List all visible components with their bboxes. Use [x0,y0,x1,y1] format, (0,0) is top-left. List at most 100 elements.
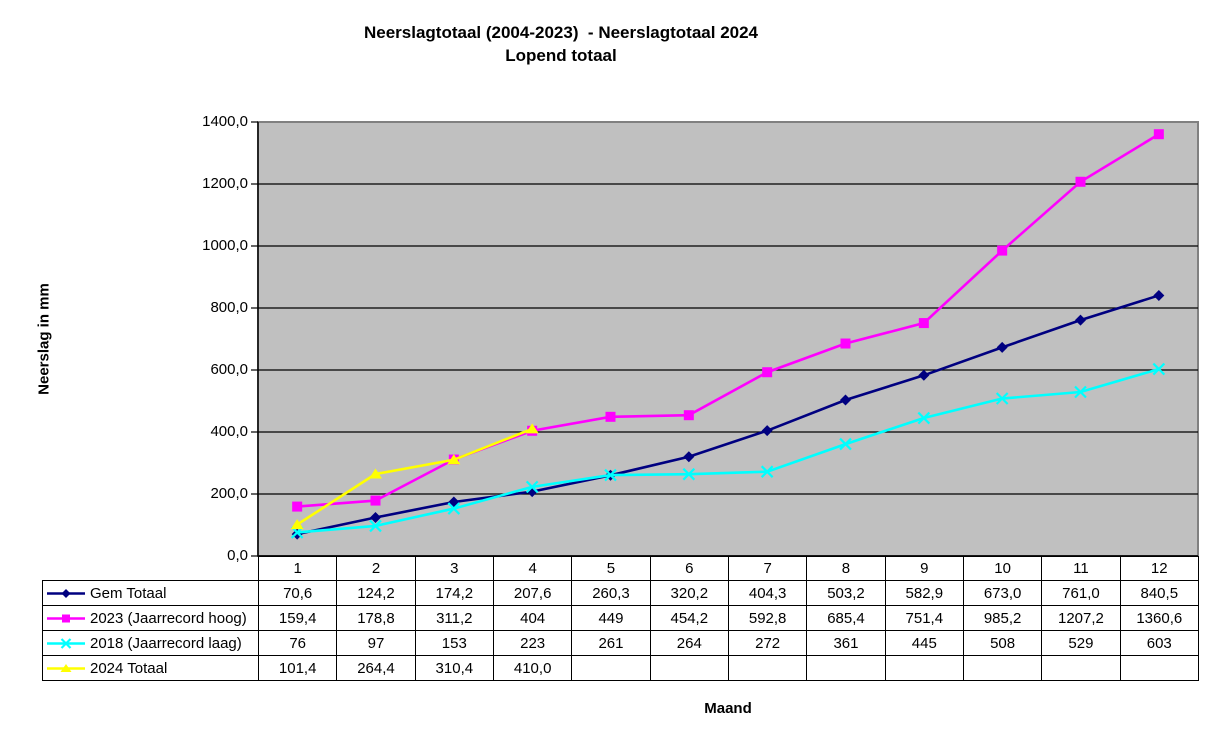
value-cell: 1207,2 [1041,605,1121,631]
value-cell: 97 [336,630,416,656]
month-cell: 9 [884,556,964,581]
triangle-marker-icon [60,663,72,672]
diamond-marker-icon [370,511,381,523]
x-marker-icon [1074,385,1087,399]
series-label: 2018 (Jaarrecord laag) [90,634,242,652]
value-cell: 685,4 [806,605,886,631]
square-legend-icon [47,614,85,622]
value-cell: 260,3 [571,580,651,606]
chart-title: Neerslagtotaal (2004-2023) - Neerslagtot… [61,21,1061,67]
table-row-3: 2018 (Jaarrecord laag) 76 97 153 223 261 264 27… [42,630,1199,656]
table-row-2: 2023 (Jaarrecord hoog) 159,4 178,8 311,2 404… [42,605,1199,631]
value-cell: 454,2 [649,605,729,631]
value-cell: 153 [414,630,494,656]
value-cell [806,655,886,681]
value-cell: 761,0 [1041,580,1121,606]
y-tick-label: 200,0 [210,485,248,502]
series-label-cell: 2018 (Jaarrecord laag) [42,630,259,656]
table-row-4: 2024 Totaal 101,4 264,4 310,4 410,0 [42,655,1199,681]
month-cell: 10 [962,556,1043,581]
diamond-marker-icon [918,369,930,381]
value-cell: 264,4 [336,655,416,681]
diamond-marker-icon [996,341,1008,353]
value-cell: 178,8 [336,605,416,631]
diamond-marker-icon [1153,289,1165,301]
series-line [296,294,1160,536]
value-cell [1041,655,1121,681]
month-cell: 6 [649,556,729,581]
x-marker-icon [60,637,72,649]
y-tick-label: 600,0 [210,361,248,378]
value-cell: 449 [571,605,651,631]
x-marker-icon [917,411,931,425]
value-cell [884,655,964,681]
value-cell: 508 [962,630,1043,656]
value-cell: 70,6 [257,580,338,606]
value-cell: 503,2 [806,580,886,606]
value-cell: 751,4 [884,605,964,631]
series-label-cell: Gem Totaal [42,580,259,606]
square-marker-icon [605,411,616,422]
plot-background [257,121,1199,557]
square-marker-icon [1153,129,1164,140]
x-legend-icon [47,637,85,649]
month-cell: 11 [1041,556,1121,581]
chart-title-line1: Neerslagtotaal (2004-2023) - Neerslagtot… [363,23,759,42]
series-2 [292,129,1164,512]
table-row-1: Gem Totaal 70,6 124,2 174,2 207,6 260,3 320,2 4… [42,580,1199,606]
triangle-marker-icon [447,454,461,465]
x-marker-icon [995,392,1009,405]
series-line [297,367,1160,534]
diamond-marker-icon [1075,314,1086,326]
x-marker-icon [839,437,852,451]
value-cell: 311,2 [414,605,494,631]
value-cell: 223 [492,630,573,656]
month-cell: 1 [257,556,338,581]
square-marker-icon [762,367,773,378]
x-marker-icon [525,480,539,494]
diamond-marker-icon [840,394,851,406]
month-cell: 3 [414,556,494,581]
x-marker-icon [369,519,382,533]
value-cell [962,655,1043,681]
diamond-legend-icon [47,588,85,598]
value-cell: 840,5 [1119,580,1199,606]
y-tick-label: 0,0 [227,547,248,564]
value-cell: 582,9 [884,580,964,606]
x-axis-title: Maand [704,700,752,717]
table-corner-cell [43,557,259,581]
square-marker-icon [62,614,70,622]
value-cell: 404 [492,605,573,631]
value-cell: 529 [1041,630,1121,656]
series-line [297,133,1160,508]
series-label-cell: 2023 (Jaarrecord hoog) [42,605,259,631]
value-cell: 310,4 [414,655,494,681]
data-table: 1 2 3 4 5 6 7 8 9 10 11 12 Gem Totaal 70,6 124,2 174,2 2… [42,556,1199,681]
series-line [296,427,533,526]
month-cell: 12 [1119,556,1199,581]
y-tick-label: 800,0 [210,299,248,316]
value-cell: 404,3 [727,580,808,606]
value-cell [571,655,651,681]
value-cell: 673,0 [962,580,1043,606]
triangle-marker-icon [290,519,304,530]
value-cell: 101,4 [257,655,338,681]
value-cell: 159,4 [257,605,338,631]
value-cell: 410,0 [492,655,573,681]
triangle-marker-icon [525,423,539,434]
value-cell: 445 [884,630,964,656]
value-cell: 261 [571,630,651,656]
series-label: Gem Totaal [90,584,167,602]
month-cell: 2 [336,556,416,581]
value-cell: 361 [806,630,886,656]
series-label: 2023 (Jaarrecord hoog) [90,609,247,627]
square-marker-icon [918,318,929,329]
value-cell: 592,8 [727,605,808,631]
value-cell: 1360,6 [1119,605,1199,631]
triangle-marker-icon [369,468,382,479]
square-marker-icon [1075,176,1086,187]
month-cell: 8 [806,556,886,581]
square-marker-icon [683,410,694,421]
